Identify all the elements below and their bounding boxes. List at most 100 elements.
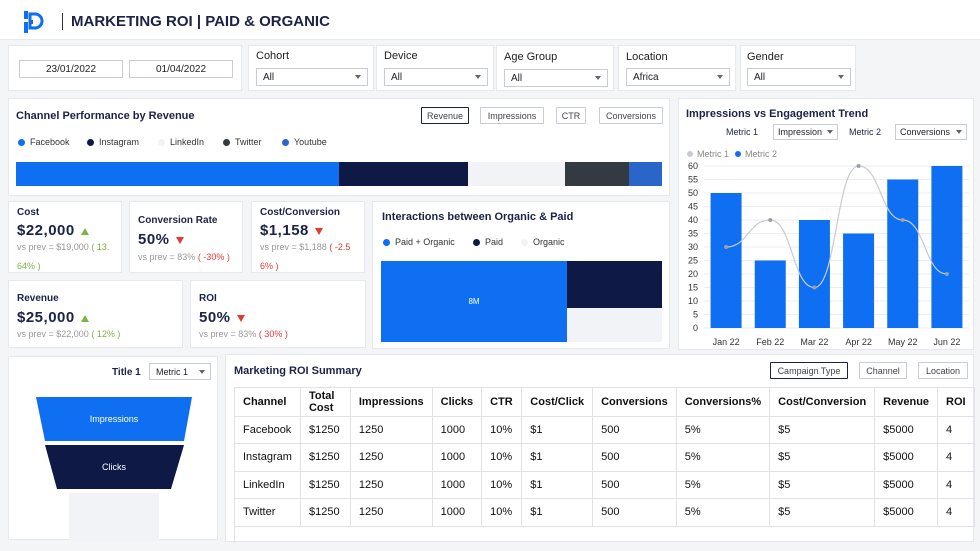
bar-metric2[interactable] bbox=[931, 166, 963, 328]
device-select[interactable]: All bbox=[384, 68, 488, 86]
table-cell: 5% bbox=[676, 443, 771, 472]
kpi-label: Revenue bbox=[17, 293, 59, 304]
segment-instagram[interactable] bbox=[339, 162, 468, 186]
impressions-button[interactable]: Impressions bbox=[480, 107, 544, 124]
ctr-button[interactable]: CTR bbox=[556, 107, 586, 124]
kpi-value: 50% bbox=[138, 231, 184, 248]
kpi-delta: 64% ) bbox=[17, 261, 41, 271]
location-label: Location bbox=[626, 51, 668, 63]
point-metric1[interactable] bbox=[724, 245, 729, 249]
trend-up-icon bbox=[80, 314, 89, 322]
location-button[interactable]: Location bbox=[918, 362, 968, 379]
legend-organic: Organic bbox=[521, 237, 565, 247]
metric2-select[interactable]: Conversions bbox=[895, 124, 967, 140]
table-row[interactable]: LinkedIn $1250 1250 1000 10% $1 500 5% $5 $5000 4 bbox=[235, 471, 975, 499]
bar-metric2[interactable] bbox=[754, 260, 786, 329]
date-start-input[interactable]: 23/01/2022 bbox=[19, 60, 123, 78]
header-divider bbox=[62, 13, 63, 30]
cohort-select[interactable]: All bbox=[256, 68, 368, 86]
col-header[interactable]: Clicks bbox=[432, 388, 483, 417]
treemap-organic[interactable] bbox=[567, 308, 662, 342]
point-metric1[interactable] bbox=[812, 285, 817, 290]
bar-metric2[interactable] bbox=[843, 233, 875, 329]
legend-dot bbox=[687, 151, 693, 157]
col-header[interactable]: Total Cost bbox=[300, 388, 351, 417]
table-row[interactable]: Facebook $1250 1250 1000 10% $1 500 5% $5 $5000 4 bbox=[235, 416, 975, 444]
table-cell: $5000 bbox=[874, 498, 939, 527]
campaign-type-button[interactable]: Campaign Type bbox=[770, 362, 848, 379]
kpi-cost-conversion-card: Cost/Conversion $1,158 vs prev = $1,188 … bbox=[251, 201, 365, 273]
point-metric1[interactable] bbox=[944, 272, 949, 276]
table-cell: $1 bbox=[521, 443, 594, 472]
bar-metric2[interactable] bbox=[887, 179, 919, 329]
table-row[interactable]: Twitter $1250 1250 1000 10% $1 500 5% $5 $5000 4 bbox=[235, 498, 975, 527]
logo-icon[interactable] bbox=[24, 11, 44, 33]
table-cell: 5% bbox=[676, 471, 771, 499]
age-group-select[interactable]: All bbox=[504, 69, 608, 87]
col-header[interactable]: Revenue bbox=[874, 388, 939, 417]
legend-twitter: Twitter bbox=[223, 137, 262, 147]
funnel-stage-3[interactable] bbox=[69, 493, 159, 541]
location-select[interactable]: Africa bbox=[626, 68, 730, 86]
y-tick-label: 35 bbox=[688, 229, 698, 239]
y-tick-label: 55 bbox=[688, 175, 698, 185]
point-metric1[interactable] bbox=[900, 218, 905, 222]
table-cell: 1000 bbox=[432, 471, 483, 499]
col-header[interactable]: CTR bbox=[481, 388, 523, 417]
legend-facebook: Facebook bbox=[18, 137, 70, 147]
segment-facebook[interactable] bbox=[16, 162, 339, 186]
bar-metric2[interactable] bbox=[710, 193, 742, 328]
table-cell: 4 bbox=[937, 416, 975, 444]
metric1-select[interactable]: Impression bbox=[773, 124, 838, 140]
table-cell: $5000 bbox=[874, 416, 939, 444]
col-header[interactable]: Cost/Click bbox=[521, 388, 594, 417]
channel-button[interactable]: Channel bbox=[859, 362, 907, 379]
legend-dot bbox=[735, 151, 741, 157]
kpi-prev: vs prev = 83% ( 30% ) bbox=[199, 329, 288, 339]
treemap-paid-organic[interactable]: 8M bbox=[381, 261, 567, 342]
funnel-stage-label: Clicks bbox=[102, 462, 126, 472]
table-cell: 10% bbox=[481, 471, 523, 499]
kpi-revenue-card: Revenue $25,000 vs prev = $22,000 ( 12% … bbox=[8, 280, 183, 348]
point-metric1[interactable] bbox=[856, 164, 861, 168]
table-cell: 5% bbox=[676, 498, 771, 527]
legend-dot bbox=[473, 238, 480, 246]
table-cell: 500 bbox=[592, 416, 677, 444]
col-header[interactable]: Conversions bbox=[592, 388, 677, 417]
col-header[interactable]: Impressions bbox=[350, 388, 433, 417]
legend-linkedin: LinkedIn bbox=[158, 137, 204, 147]
table-row[interactable]: Instagram $1250 1250 1000 10% $1 500 5% $5 $5000 4 bbox=[235, 443, 975, 472]
y-tick-label: 25 bbox=[688, 256, 698, 266]
segment-twitter[interactable] bbox=[565, 162, 629, 186]
conversions-button[interactable]: Conversions bbox=[599, 107, 663, 124]
funnel-stage-clicks[interactable] bbox=[45, 445, 184, 489]
revenue-button[interactable]: Revenue bbox=[421, 107, 469, 124]
table-cell: 4 bbox=[937, 443, 975, 472]
y-tick-label: 60 bbox=[688, 161, 698, 171]
col-header[interactable]: Cost/Conversion bbox=[769, 388, 876, 417]
segment-youtube[interactable] bbox=[629, 162, 662, 186]
x-tick-label: Jun 22 bbox=[933, 337, 960, 347]
bar-metric2[interactable] bbox=[798, 220, 830, 328]
table-cell: 10% bbox=[481, 416, 523, 444]
treemap-paid[interactable] bbox=[567, 261, 662, 308]
kpi-conversion-rate-card: Conversion Rate 50% vs prev = 83% ( -30%… bbox=[129, 201, 243, 273]
gender-select[interactable]: All bbox=[747, 68, 851, 86]
legend-dot bbox=[223, 138, 230, 146]
trend-down-icon bbox=[236, 314, 245, 322]
y-tick-label: 40 bbox=[688, 215, 698, 225]
segment-linkedin[interactable] bbox=[468, 162, 565, 186]
col-header[interactable]: Conversions% bbox=[676, 388, 771, 417]
table-cell: 10% bbox=[481, 443, 523, 472]
col-header[interactable]: Channel bbox=[235, 388, 301, 417]
age-group-filter-panel: Age Group All bbox=[496, 45, 614, 91]
date-end-input[interactable]: 01/04/2022 bbox=[129, 60, 233, 78]
funnel-metric-select[interactable]: Metric 1 bbox=[149, 363, 211, 380]
point-metric1[interactable] bbox=[768, 218, 773, 222]
roi-summary-table-wrap: Channel Total Cost Impressions Clicks CT… bbox=[234, 387, 975, 543]
funnel-stage-impressions[interactable] bbox=[36, 397, 192, 441]
date-filter-panel: 23/01/2022 01/04/2022 bbox=[8, 45, 242, 91]
chevron-down-icon bbox=[355, 75, 361, 79]
col-header[interactable]: ROI bbox=[937, 388, 975, 417]
table-cell: 4 bbox=[937, 471, 975, 499]
